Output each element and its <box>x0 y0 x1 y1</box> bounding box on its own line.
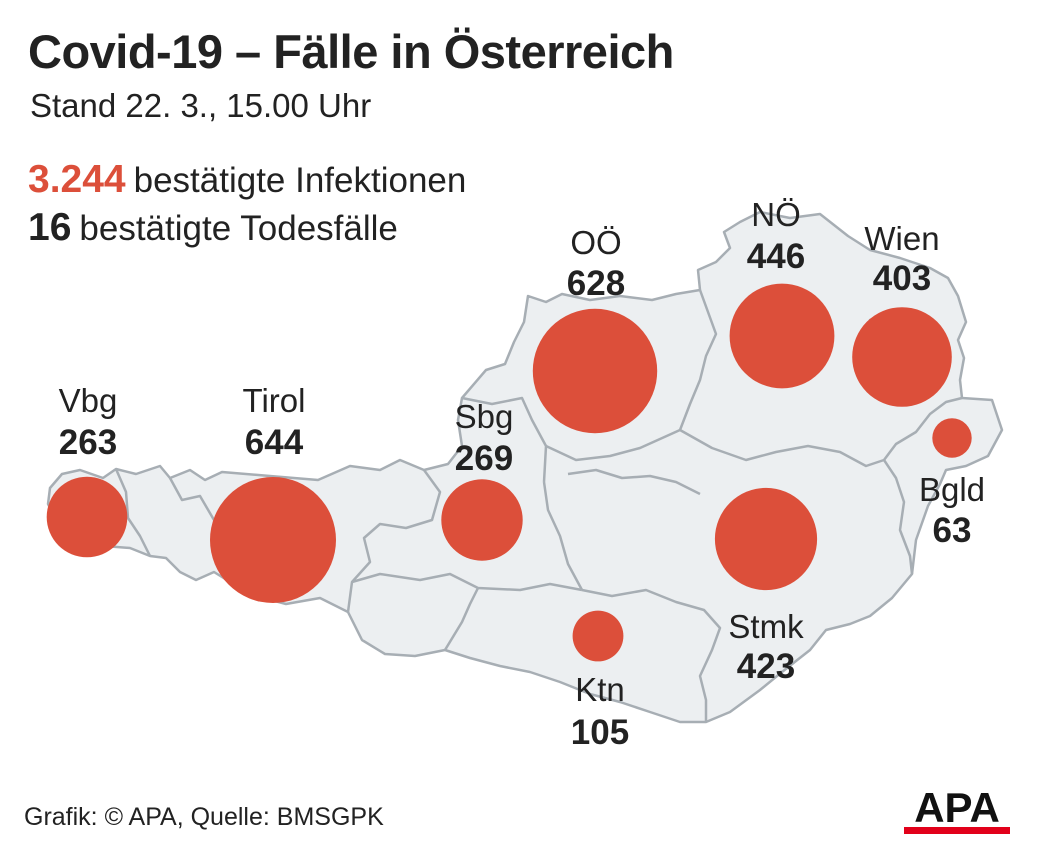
deaths-stat: 16 bestätigte Todesfälle <box>28 206 398 250</box>
region-value-noe: 446 <box>747 237 805 276</box>
case-bubble-tirol <box>210 477 336 603</box>
border-tirol-east <box>346 469 442 613</box>
case-bubble-vbg <box>46 476 128 558</box>
austria-outline <box>46 210 1004 724</box>
case-bubbles <box>46 283 972 662</box>
region-value-ktn: 105 <box>571 713 629 752</box>
case-bubble-stmk <box>714 487 818 591</box>
region-value-sbg: 269 <box>455 439 513 478</box>
case-bubble-ktn <box>572 610 624 662</box>
border-ooe-stmk <box>545 428 681 462</box>
case-bubble-wien <box>852 307 952 407</box>
region-value-vbg: 263 <box>59 423 117 462</box>
map-subtitle: Stand 22. 3., 15.00 Uhr <box>30 87 372 124</box>
border-sbg-ktn <box>351 572 583 592</box>
region-value-bgld: 63 <box>933 511 972 550</box>
region-value-wien: 403 <box>873 259 931 298</box>
infections-stat: 3.244 bestätigte Infektionen <box>28 158 466 202</box>
region-label-wien: Wien <box>864 220 939 257</box>
case-bubble-noe <box>729 283 835 389</box>
apa-logo-bar <box>904 827 1010 834</box>
region-label-ktn: Ktn <box>575 671 625 708</box>
border-vbg-tirol <box>114 468 152 557</box>
infections-label: bestätigte Infektionen <box>133 161 467 200</box>
border-ktn-stmk <box>581 588 722 722</box>
region-label-bgld: Bgld <box>919 471 985 508</box>
apa-logo: APA <box>904 784 1010 834</box>
border-sbg-ooe <box>461 396 548 483</box>
region-label-stmk: Stmk <box>728 608 804 645</box>
case-bubble-ooe <box>532 308 658 434</box>
map-title: Covid-19 – Fälle in Österreich <box>28 25 674 78</box>
region-label-noe: NÖ <box>751 196 801 233</box>
region-value-tirol: 644 <box>245 423 304 462</box>
region-label-ooe: OÖ <box>570 224 621 261</box>
deaths-label: bestätigte Todesfälle <box>79 209 398 248</box>
border-ktn-inner <box>443 587 480 651</box>
border-sbg-stmk <box>542 481 584 591</box>
border-bgld <box>883 396 963 461</box>
region-label-tirol: Tirol <box>243 382 306 419</box>
border-ooe-noe <box>678 289 718 431</box>
region-value-ooe: 628 <box>567 264 625 303</box>
source-credit: Grafik: © APA, Quelle: BMSGPK <box>24 803 384 831</box>
case-bubble-bgld <box>932 418 972 458</box>
case-bubble-sbg <box>441 479 523 561</box>
apa-logo-text: APA <box>914 784 1000 831</box>
border-stmk-inner <box>567 468 701 496</box>
region-value-stmk: 423 <box>737 647 795 686</box>
infections-value: 3.244 <box>28 158 126 201</box>
region-label-sbg: Sbg <box>455 398 514 435</box>
border-noe-stmk <box>679 428 885 468</box>
region-label-vbg: Vbg <box>59 382 118 419</box>
deaths-value: 16 <box>28 206 72 249</box>
border-bgld-stmk <box>882 459 914 575</box>
